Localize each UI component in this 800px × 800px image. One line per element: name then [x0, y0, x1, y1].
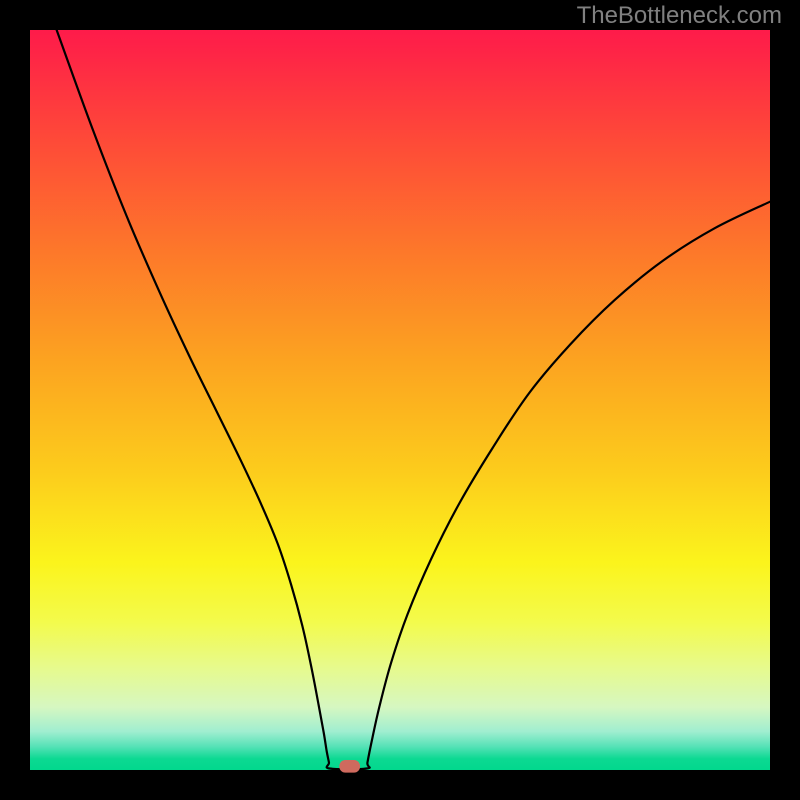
- watermark-text: TheBottleneck.com: [577, 2, 782, 30]
- optimal-marker: [339, 760, 360, 773]
- plot-background: [30, 30, 770, 770]
- chart-frame: TheBottleneck.com: [0, 0, 800, 800]
- bottleneck-chart: [0, 0, 800, 800]
